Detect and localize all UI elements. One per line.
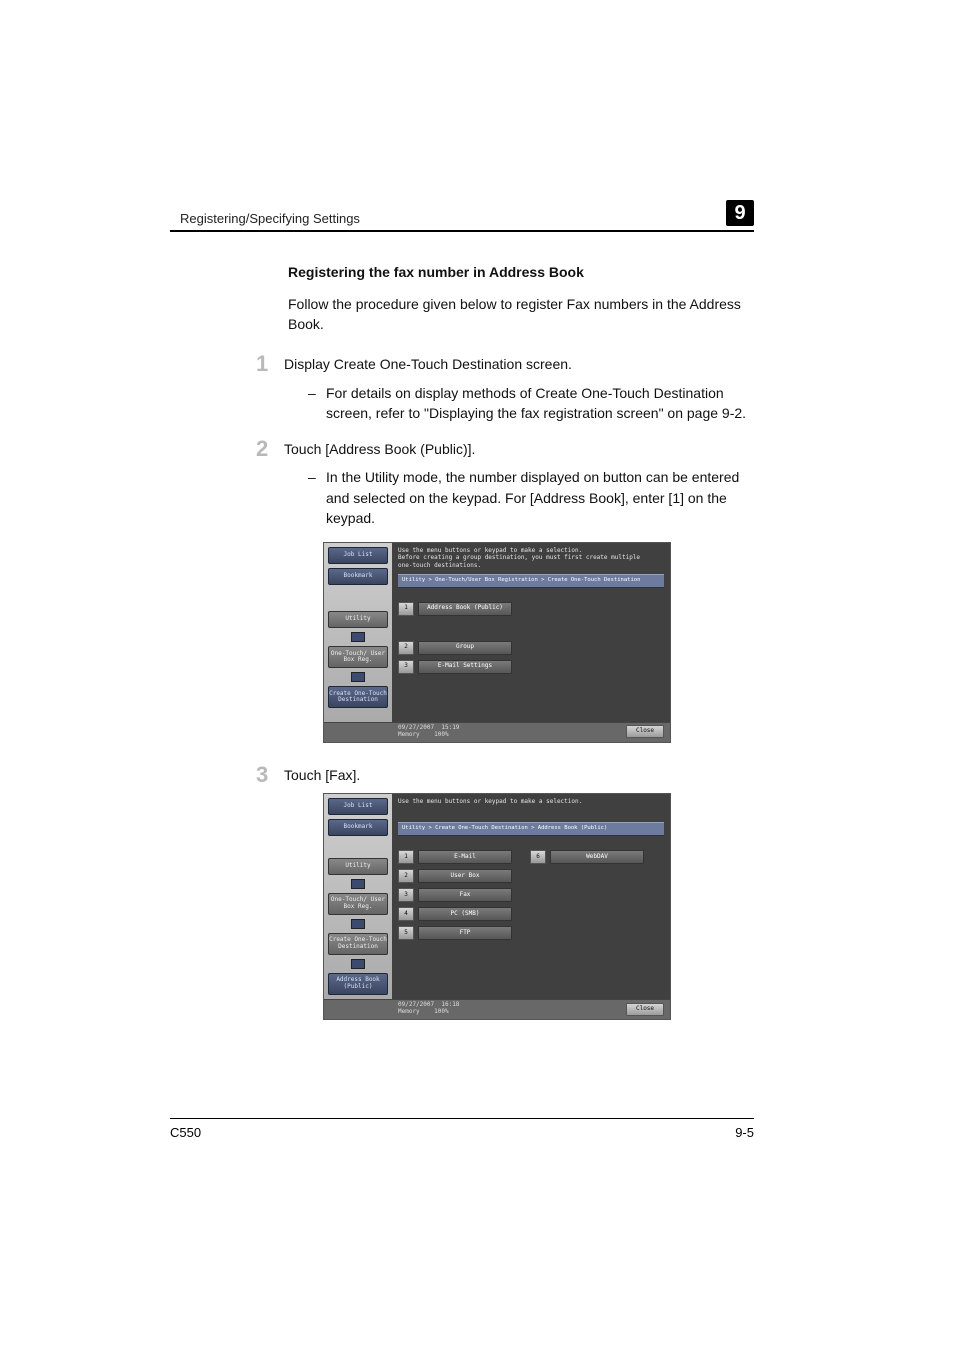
bookmark-button[interactable]: Bookmark	[328, 819, 388, 836]
breadcrumb-bar: Utility > One-Touch/User Box Registratio…	[398, 574, 664, 588]
footer-rule	[170, 1118, 754, 1119]
close-button[interactable]: Close	[626, 725, 664, 738]
intro-paragraph: Follow the procedure given below to regi…	[288, 294, 754, 335]
sub-dash: –	[308, 467, 326, 487]
sub-text-2: In the Utility mode, the number displaye…	[326, 467, 754, 528]
address-book-public-button[interactable]: Address Book (Public)	[418, 602, 512, 616]
webdav-button[interactable]: WebDAV	[550, 850, 644, 864]
onetouch-crumb[interactable]: One-Touch/ User Box Reg.	[328, 893, 388, 915]
header-title: Registering/Specifying Settings	[180, 211, 360, 226]
model-label: C550	[170, 1125, 201, 1140]
opt-num-2[interactable]: 2	[398, 869, 414, 883]
opt-num-1[interactable]: 1	[398, 602, 414, 616]
footer-status: 09/27/2007 16:18 Memory 100%	[398, 1002, 459, 1015]
help-text: Use the menu buttons or keypad to make a…	[398, 547, 664, 569]
opt-num-3[interactable]: 3	[398, 660, 414, 674]
group-button[interactable]: Group	[418, 641, 512, 655]
joblist-button[interactable]: Job List	[328, 798, 388, 815]
create-crumb[interactable]: Create One-Touch Destination	[328, 686, 388, 708]
screenshot-panel-1: Job List Bookmark Utility One-Touch/ Use…	[323, 542, 671, 743]
opt-num-4[interactable]: 4	[398, 907, 414, 921]
userbox-button[interactable]: User Box	[418, 869, 512, 883]
arrow-down-icon	[351, 632, 365, 642]
screenshot-panel-2: Job List Bookmark Utility One-Touch/ Use…	[323, 793, 671, 1020]
step-number-1: 1	[256, 352, 284, 376]
arrow-down-icon	[351, 919, 365, 929]
opt-num-1[interactable]: 1	[398, 850, 414, 864]
sub-text-1: For details on display methods of Create…	[326, 383, 754, 424]
breadcrumb-bar: Utility > Create One-Touch Destination >…	[398, 822, 664, 836]
step-number-2: 2	[256, 437, 284, 461]
footer-status: 09/27/2007 15:19 Memory 100%	[398, 725, 459, 738]
joblist-button[interactable]: Job List	[328, 547, 388, 564]
email-button[interactable]: E-Mail	[418, 850, 512, 864]
create-crumb[interactable]: Create One-Touch Destination	[328, 933, 388, 955]
chapter-badge: 9	[726, 200, 754, 226]
help-text: Use the menu buttons or keypad to make a…	[398, 798, 664, 805]
opt-num-2[interactable]: 2	[398, 641, 414, 655]
bookmark-button[interactable]: Bookmark	[328, 568, 388, 585]
pc-smb-button[interactable]: PC (SMB)	[418, 907, 512, 921]
email-settings-button[interactable]: E-Mail Settings	[418, 660, 512, 674]
addrbook-crumb[interactable]: Address Book (Public)	[328, 973, 388, 995]
opt-num-3[interactable]: 3	[398, 888, 414, 902]
ftp-button[interactable]: FTP	[418, 926, 512, 940]
arrow-down-icon	[351, 672, 365, 682]
step-text-2: Touch [Address Book (Public)].	[284, 437, 475, 459]
fax-button[interactable]: Fax	[418, 888, 512, 902]
utility-crumb[interactable]: Utility	[328, 611, 388, 628]
section-heading: Registering the fax number in Address Bo…	[288, 262, 754, 282]
close-button[interactable]: Close	[626, 1003, 664, 1016]
page-number: 9-5	[735, 1125, 754, 1140]
arrow-down-icon	[351, 959, 365, 969]
arrow-down-icon	[351, 879, 365, 889]
step-text-3: Touch [Fax].	[284, 763, 360, 785]
sub-dash: –	[308, 383, 326, 403]
onetouch-crumb[interactable]: One-Touch/ User Box Reg.	[328, 646, 388, 668]
step-text-1: Display Create One-Touch Destination scr…	[284, 352, 572, 374]
opt-num-6[interactable]: 6	[530, 850, 546, 864]
utility-crumb[interactable]: Utility	[328, 858, 388, 875]
step-number-3: 3	[256, 763, 284, 787]
opt-num-5[interactable]: 5	[398, 926, 414, 940]
